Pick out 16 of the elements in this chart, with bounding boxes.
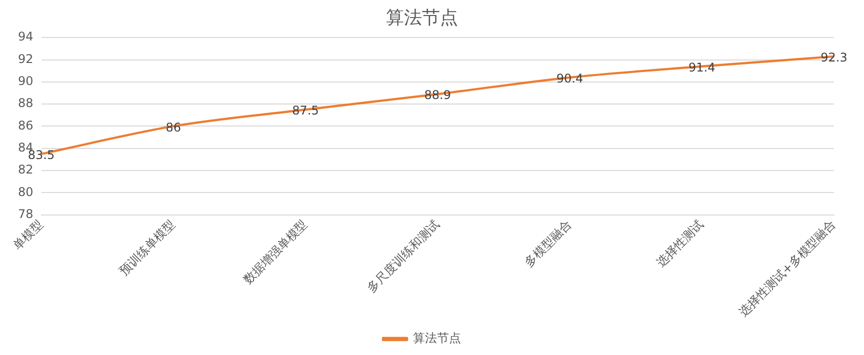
- chart-title: 算法节点: [386, 7, 458, 28]
- legend-label: 算法节点: [413, 331, 461, 346]
- x-tick-label: 预训练单模型: [116, 217, 178, 278]
- y-tick-label: 82: [18, 162, 34, 177]
- x-tick-label: 多模型融合: [522, 217, 574, 270]
- data-label: 92.3: [820, 50, 848, 65]
- y-tick-label: 94: [18, 30, 34, 44]
- y-tick-label: 86: [18, 118, 34, 132]
- y-tick-label: 90: [18, 74, 34, 88]
- x-tick-label: 数据增强单模型: [240, 217, 310, 287]
- y-tick-label: 80: [18, 184, 34, 199]
- y-tick-label: 88: [18, 96, 34, 110]
- x-tick-label: 多尺度训练和测试: [364, 217, 442, 296]
- x-tick-label: 选择性测试: [654, 217, 706, 270]
- y-tick-label: 92: [18, 52, 34, 66]
- x-tick-label: 选择性测试+多模型融合: [736, 217, 838, 320]
